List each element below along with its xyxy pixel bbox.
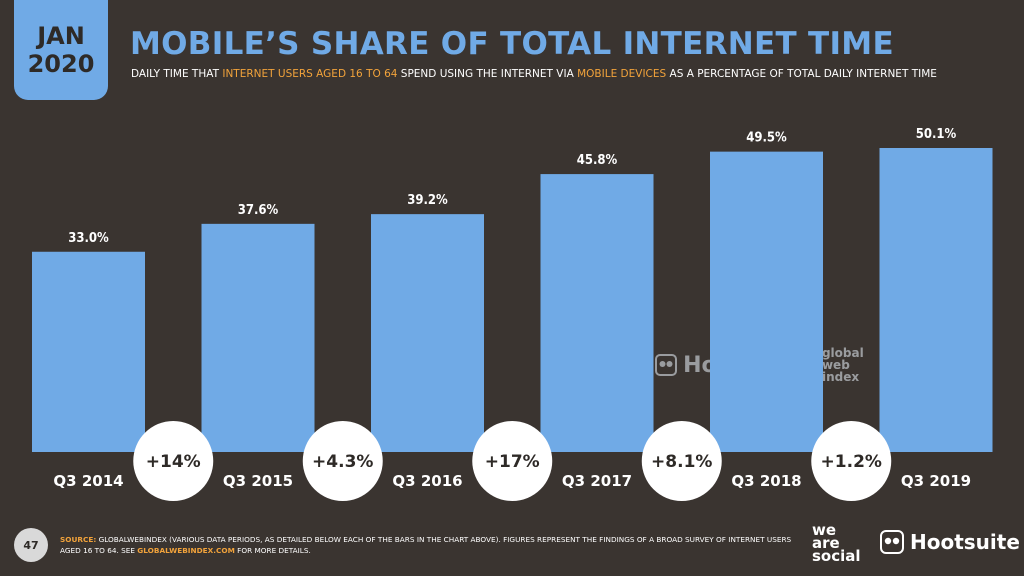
source-text: GLOBALWEBINDEX (VARIOUS DATA PERIODS, AS… bbox=[60, 535, 792, 555]
change-circle bbox=[302, 421, 383, 501]
change-label: +14% bbox=[146, 452, 201, 472]
watermark-globalwebindex: global web index bbox=[821, 346, 864, 384]
subtitle-part-1: DAILY TIME THAT bbox=[131, 68, 223, 80]
source-label: SOURCE: bbox=[60, 535, 97, 544]
hootsuite-logo: Hootsuite bbox=[880, 530, 1020, 554]
bar-1 bbox=[32, 251, 145, 452]
bar-4 bbox=[540, 174, 654, 453]
change-label: +1.2% bbox=[821, 452, 882, 472]
date-month: JAN bbox=[37, 22, 85, 50]
source-note: SOURCE: GLOBALWEBINDEX (VARIOUS DATA PER… bbox=[60, 534, 800, 556]
date-badge: JAN 2020 bbox=[14, 0, 108, 100]
category-label: Q3 2014 bbox=[53, 472, 123, 490]
owl-icon bbox=[655, 354, 678, 376]
category-label: Q3 2017 bbox=[562, 472, 632, 490]
bar-value-label: 49.5% bbox=[746, 131, 787, 146]
bar-value-label: 50.1% bbox=[916, 127, 957, 142]
subtitle-part-3: AS A PERCENTAGE OF TOTAL DAILY INTERNET … bbox=[666, 68, 937, 80]
bar-value-label: 39.2% bbox=[407, 193, 448, 208]
change-circle bbox=[472, 421, 553, 501]
bar-3 bbox=[371, 214, 484, 452]
bar-value-label: 37.6% bbox=[238, 203, 279, 218]
page-subtitle: DAILY TIME THAT INTERNET USERS AGED 16 T… bbox=[131, 68, 937, 80]
bar-value-label: 33.0% bbox=[68, 231, 109, 246]
category-label: Q3 2016 bbox=[392, 472, 462, 490]
source-link[interactable]: GLOBALWEBINDEX.COM bbox=[137, 546, 235, 555]
page-number: 47 bbox=[14, 528, 48, 562]
page-title: MOBILE’S SHARE OF TOTAL INTERNET TIME bbox=[130, 26, 894, 62]
source-end: FOR MORE DETAILS. bbox=[234, 546, 311, 555]
change-label: +17% bbox=[485, 452, 540, 472]
change-circle bbox=[811, 421, 892, 501]
bar-5 bbox=[710, 151, 823, 452]
category-label: Q3 2019 bbox=[901, 472, 971, 490]
change-label: +4.3% bbox=[312, 452, 373, 472]
bar-6 bbox=[879, 148, 993, 452]
change-circle bbox=[641, 421, 722, 501]
owl-icon bbox=[880, 530, 904, 554]
change-circle bbox=[133, 421, 214, 501]
bar-value-label: 45.8% bbox=[577, 153, 618, 168]
subtitle-highlight-2: MOBILE DEVICES bbox=[577, 68, 667, 80]
category-label: Q3 2015 bbox=[223, 472, 293, 490]
bar-2 bbox=[201, 223, 315, 452]
change-label: +8.1% bbox=[651, 452, 712, 472]
subtitle-highlight-1: INTERNET USERS AGED 16 TO 64 bbox=[222, 68, 398, 80]
we-are-social-logo: we are social bbox=[812, 521, 861, 565]
date-year: 2020 bbox=[27, 50, 95, 78]
category-label: Q3 2018 bbox=[731, 472, 801, 490]
subtitle-part-2: SPEND USING THE INTERNET VIA bbox=[397, 68, 578, 80]
